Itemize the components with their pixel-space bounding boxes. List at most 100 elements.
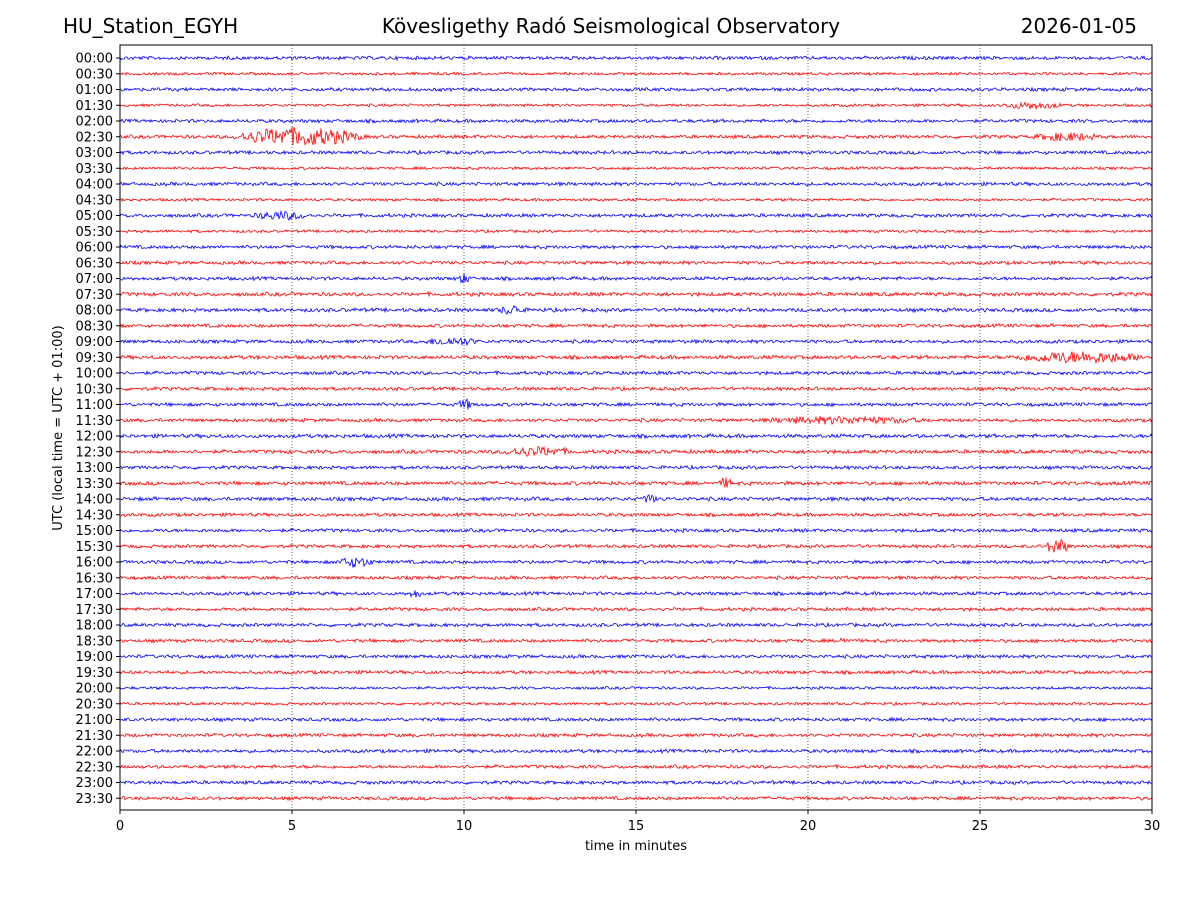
y-tick-label: 07:30	[76, 288, 113, 303]
trace-17:30	[119, 606, 1153, 613]
trace-13:30	[119, 477, 1153, 488]
y-axis-label: UTC (local time = UTC + 01:00)	[51, 325, 66, 530]
y-tick-label: 18:00	[76, 619, 113, 634]
y-tick-label: 09:00	[76, 335, 113, 350]
trace-01:00	[119, 86, 1153, 93]
y-tick-label: 16:00	[76, 556, 113, 571]
y-tick-label: 22:00	[76, 745, 113, 760]
y-tick-label: 16:30	[76, 571, 113, 586]
y-tick-label: 00:30	[76, 67, 113, 82]
plot-area	[120, 45, 1152, 810]
trace-08:30	[119, 322, 1153, 329]
y-tick-label: 13:00	[76, 461, 113, 476]
y-tick-label: 19:00	[76, 650, 113, 665]
y-tick-label: 17:30	[76, 603, 113, 618]
trace-17:00	[119, 590, 1153, 598]
trace-18:00	[119, 621, 1153, 628]
y-tick-label: 21:00	[76, 713, 113, 728]
trace-23:30	[119, 795, 1153, 802]
trace-22:30	[119, 763, 1153, 770]
y-tick-label: 07:00	[76, 272, 113, 287]
trace-11:00	[119, 398, 1153, 410]
y-axis-ticks: 00:0000:3001:0001:3002:0002:3003:0003:30…	[76, 52, 120, 807]
trace-13:00	[119, 464, 1153, 471]
trace-02:30	[119, 126, 1153, 146]
trace-21:30	[119, 732, 1153, 739]
trace-00:00	[119, 54, 1153, 62]
y-tick-label: 14:30	[76, 508, 113, 523]
trace-05:00	[119, 209, 1153, 221]
y-tick-label: 10:30	[76, 382, 113, 397]
trace-19:00	[119, 653, 1153, 660]
y-tick-label: 19:30	[76, 666, 113, 681]
y-tick-label: 08:30	[76, 319, 113, 334]
y-tick-label: 05:00	[76, 209, 113, 224]
trace-05:30	[119, 228, 1153, 234]
trace-18:30	[119, 637, 1153, 644]
trace-12:30	[119, 445, 1153, 457]
y-tick-label: 00:00	[76, 52, 113, 67]
y-tick-label: 17:00	[76, 587, 113, 602]
trace-20:00	[119, 685, 1153, 691]
trace-15:00	[119, 527, 1153, 534]
trace-23:00	[119, 779, 1153, 786]
trace-16:00	[119, 557, 1153, 568]
y-tick-label: 10:00	[76, 367, 113, 382]
trace-03:00	[119, 149, 1153, 156]
y-tick-label: 20:30	[76, 697, 113, 712]
y-tick-label: 03:30	[76, 162, 113, 177]
y-tick-label: 12:30	[76, 445, 113, 460]
y-tick-label: 22:30	[76, 760, 113, 775]
chart-date: 2026-01-05	[1020, 14, 1137, 38]
x-axis-label: time in minutes	[585, 839, 687, 854]
x-tick-label-15: 15	[628, 819, 645, 834]
trace-06:00	[119, 243, 1153, 250]
x-tick-label-20: 20	[800, 819, 817, 834]
x-tick-label-30: 30	[1144, 819, 1161, 834]
trace-00:30	[119, 71, 1153, 77]
trace-07:30	[119, 290, 1153, 298]
trace-11:30	[119, 415, 1153, 426]
trace-04:00	[119, 181, 1153, 188]
chart-title: Kövesligethy Radó Seismological Observat…	[381, 14, 841, 38]
y-tick-label: 14:00	[76, 493, 113, 508]
x-tick-label-5: 5	[288, 819, 296, 834]
trace-15:30	[119, 538, 1153, 553]
station-name: HU_Station_EGYH	[63, 14, 239, 38]
y-tick-label: 06:00	[76, 241, 113, 256]
y-tick-label: 02:30	[76, 130, 113, 145]
y-tick-label: 20:00	[76, 682, 113, 697]
y-tick-label: 01:00	[76, 83, 113, 98]
y-tick-label: 02:00	[76, 115, 113, 130]
trace-08:00	[119, 305, 1153, 315]
trace-03:30	[119, 165, 1153, 171]
y-tick-label: 03:00	[76, 146, 113, 161]
y-tick-label: 04:00	[76, 178, 113, 193]
y-tick-label: 09:30	[76, 351, 113, 366]
y-tick-label: 04:30	[76, 193, 113, 208]
trace-02:00	[119, 118, 1153, 125]
seismogram-traces	[119, 54, 1153, 802]
y-tick-label: 23:30	[76, 792, 113, 807]
trace-21:00	[119, 716, 1153, 723]
x-tick-label-0: 0	[116, 819, 124, 834]
y-tick-label: 11:30	[76, 414, 113, 429]
trace-09:00	[119, 337, 1153, 347]
trace-01:30	[119, 101, 1153, 111]
trace-07:00	[119, 273, 1153, 284]
y-tick-label: 06:30	[76, 256, 113, 271]
trace-06:30	[119, 259, 1153, 266]
trace-22:00	[119, 748, 1153, 755]
trace-10:00	[119, 369, 1153, 376]
trace-16:30	[119, 574, 1153, 581]
trace-19:30	[119, 669, 1153, 676]
trace-04:30	[119, 197, 1153, 203]
y-tick-label: 15:00	[76, 524, 113, 539]
y-tick-label: 18:30	[76, 634, 113, 649]
y-tick-label: 12:00	[76, 430, 113, 445]
y-tick-label: 01:30	[76, 99, 113, 114]
y-tick-label: 23:00	[76, 776, 113, 791]
trace-14:00	[119, 494, 1153, 503]
trace-09:30	[119, 351, 1153, 365]
